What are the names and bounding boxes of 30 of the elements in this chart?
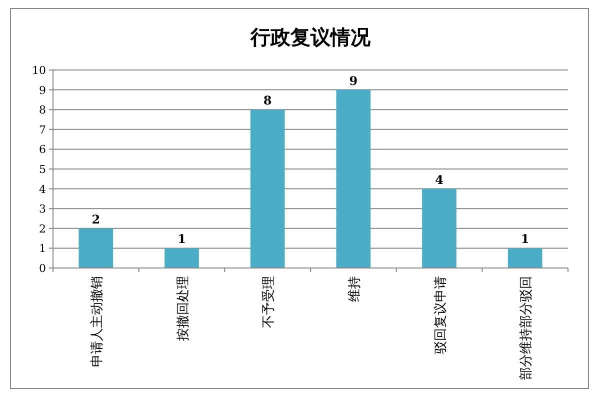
bar (78, 228, 114, 268)
x-tick-label: 按撤回处理 (176, 276, 191, 341)
x-tick-label: 不予受理 (262, 276, 277, 328)
y-tick-label: 3 (39, 202, 46, 216)
bar (336, 90, 371, 268)
data-label: 1 (178, 232, 186, 246)
bar (508, 248, 542, 268)
data-label: 4 (435, 172, 444, 187)
data-label: 1 (520, 232, 530, 246)
data-label: 9 (349, 74, 358, 88)
chart-title: 行政复议情况 (250, 25, 372, 49)
x-tick-label: 申请人主动撤销 (88, 276, 105, 367)
bar (250, 110, 285, 268)
y-tick-label: 5 (39, 163, 46, 176)
y-tick-label: 1 (39, 242, 46, 256)
x-tick-label: 驳回复议申请 (433, 276, 448, 354)
y-tick-label: 0 (39, 262, 46, 275)
y-tick-label: 8 (39, 104, 46, 117)
y-tick-label: 2 (39, 222, 46, 236)
y-tick-label: 10 (32, 64, 46, 77)
data-label: 8 (263, 94, 272, 108)
y-tick-label: 9 (39, 84, 46, 97)
x-tick-label: 维持 (347, 276, 362, 302)
bar (164, 248, 199, 268)
y-tick-label: 4 (39, 182, 46, 196)
y-tick-label: 7 (39, 123, 46, 136)
data-label: 2 (92, 212, 100, 226)
y-tick-label: 6 (39, 143, 46, 156)
x-tick-label: 部分维持部分驳回 (519, 276, 534, 380)
bar (422, 188, 456, 268)
